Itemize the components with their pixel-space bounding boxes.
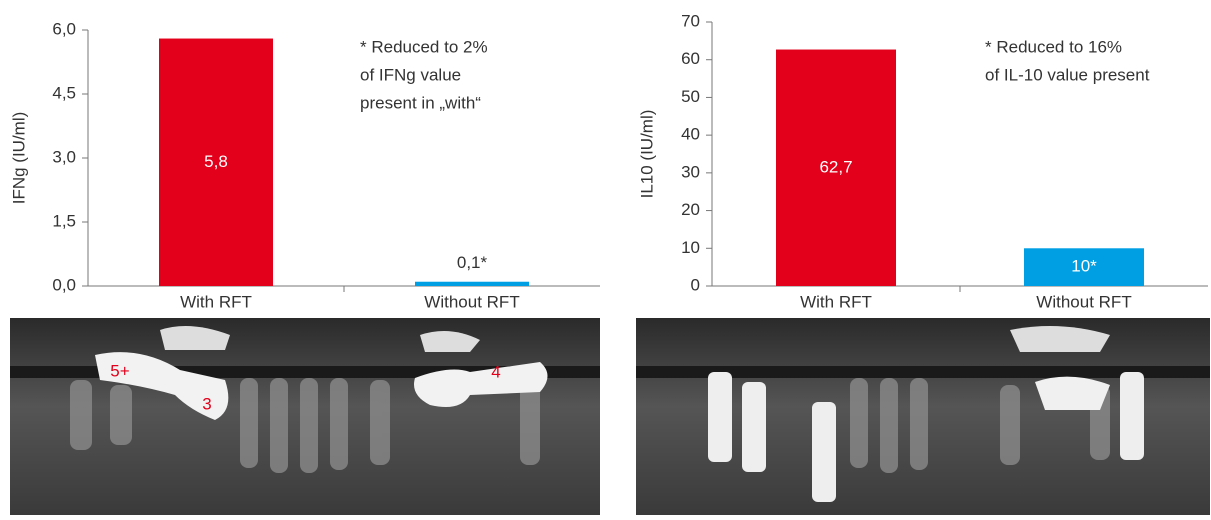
- annotation: * Reduced to 2%: [360, 37, 488, 56]
- bar: [1024, 248, 1144, 286]
- x-tick-label: Without RFT: [424, 292, 519, 311]
- y-tick-label: 10: [681, 238, 700, 257]
- y-tick-label: 3,0: [52, 147, 76, 166]
- y-tick-label: 70: [681, 11, 700, 30]
- annotation: * Reduced to 16%: [985, 37, 1122, 56]
- tooth-label: 4: [491, 362, 500, 381]
- value-label: 62,7: [819, 157, 852, 176]
- tooth-label: 3: [202, 394, 211, 413]
- value-label: 0,1*: [457, 253, 488, 272]
- annotation: of IFNg value: [360, 65, 461, 84]
- value-label: 10*: [1071, 257, 1097, 276]
- y-tick-label: 6,0: [52, 19, 76, 38]
- annotation: of IL-10 value present: [985, 65, 1150, 84]
- y-tick-label: 0: [691, 275, 700, 294]
- y-tick-label: 0,0: [52, 275, 76, 294]
- bar: [159, 38, 273, 287]
- x-tick-label: With RFT: [800, 292, 872, 311]
- annotation: present in „with“: [360, 93, 481, 112]
- y-tick-label: 50: [681, 87, 700, 106]
- value-label: 5,8: [204, 152, 228, 171]
- y-tick-label: 30: [681, 162, 700, 181]
- bar: [415, 281, 529, 286]
- y-axis-label: IL10 (IU/ml): [637, 110, 656, 199]
- tooth-label: 5+: [110, 361, 129, 380]
- y-tick-label: 40: [681, 125, 700, 144]
- y-axis-label: IFNg (IU/ml): [9, 112, 28, 205]
- y-tick-label: 60: [681, 49, 700, 68]
- bar: [776, 49, 896, 286]
- y-tick-label: 4,5: [52, 83, 76, 102]
- x-tick-label: With RFT: [180, 292, 252, 311]
- y-tick-label: 20: [681, 200, 700, 219]
- xray-left: 5+ 3 4: [10, 318, 600, 515]
- x-tick-label: Without RFT: [1036, 292, 1131, 311]
- xray-right: [636, 318, 1210, 515]
- y-tick-label: 1,5: [52, 211, 76, 230]
